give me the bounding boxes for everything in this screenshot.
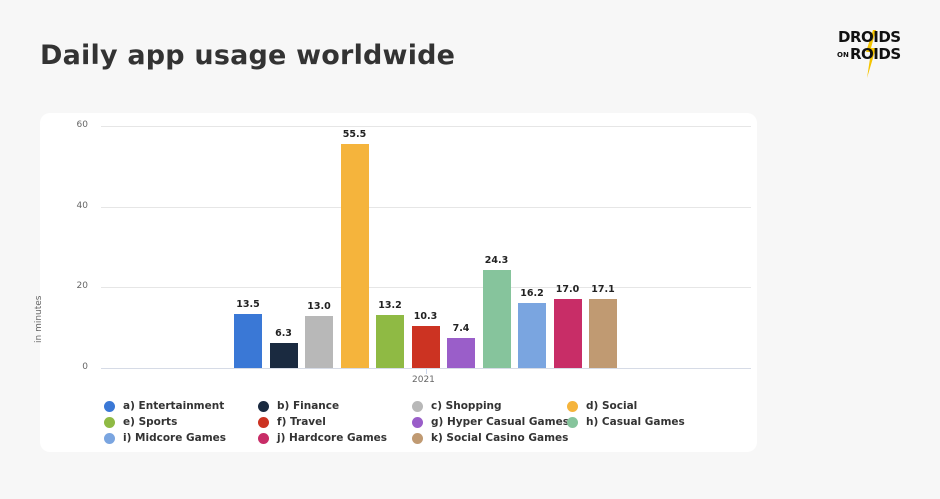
x-tick-mark	[426, 369, 427, 374]
bar[interactable]	[482, 269, 511, 368]
page-title: Daily app usage worldwide	[40, 40, 456, 71]
legend-label: d) Social	[586, 400, 638, 412]
x-tick-label: 2021	[412, 375, 435, 385]
y-tick-label: 60	[76, 120, 88, 130]
y-tick-label: 0	[82, 362, 88, 372]
legend-item[interactable]: d) Social	[567, 400, 637, 412]
bar[interactable]	[447, 338, 475, 368]
bar[interactable]	[340, 144, 369, 368]
bar[interactable]	[376, 314, 404, 368]
legend-label: i) Midcore Games	[123, 432, 227, 444]
gridline	[101, 126, 751, 127]
legend-dot-icon	[258, 400, 269, 412]
gridline	[101, 287, 751, 289]
bar[interactable]	[411, 326, 440, 368]
y-axis-label: in minutes	[34, 295, 44, 344]
legend-label: f) Travel	[277, 416, 326, 428]
legend-item[interactable]: b) Finance	[258, 400, 339, 412]
legend-label: k) Social Casino Games	[431, 432, 569, 444]
lightning-bolt-icon	[866, 30, 876, 78]
chart-card: in minutes 0 20 40 60 13.5 6.3 13.0 55.5 13.2 10.…	[34, 113, 757, 452]
bar[interactable]	[269, 342, 298, 368]
bar[interactable]	[234, 313, 262, 368]
legend-dot-icon	[567, 416, 578, 428]
legend-label: e) Sports	[123, 416, 178, 428]
legend-dot-icon	[104, 416, 115, 428]
bar[interactable]	[305, 315, 333, 368]
legend-dot-icon	[104, 432, 115, 444]
droids-on-roids-logo: DROIDS ON ROIDS	[836, 28, 906, 78]
legend-dot-icon	[258, 416, 269, 428]
bar-data-label: 7.4	[452, 323, 470, 335]
legend-label: g) Hyper Casual Games	[431, 416, 569, 428]
legend-dot-icon	[412, 400, 423, 412]
legend-item[interactable]: j) Hardcore Games	[258, 432, 387, 444]
bar-data-label: 13.2	[378, 299, 402, 311]
bar-data-label: 16.2	[520, 287, 544, 299]
bar-data-label: 17.1	[591, 284, 615, 296]
legend-item[interactable]: f) Travel	[258, 416, 326, 428]
legend-label: j) Hardcore Games	[277, 432, 388, 444]
bar[interactable]	[553, 299, 582, 368]
legend-label: c) Shopping	[431, 400, 502, 412]
legend-item[interactable]: a) Entertainment	[104, 400, 224, 412]
logo-on: ON	[837, 51, 849, 59]
legend-item[interactable]: i) Midcore Games	[104, 432, 226, 444]
gridline	[101, 368, 751, 369]
legend-item[interactable]: e) Sports	[104, 416, 177, 428]
y-tick-label: 20	[76, 281, 88, 292]
bar[interactable]	[518, 302, 546, 368]
legend-dot-icon	[567, 400, 578, 412]
bar-data-label: 6.3	[275, 327, 292, 339]
bar[interactable]	[589, 299, 617, 368]
legend-dot-icon	[412, 416, 423, 428]
legend-item[interactable]: h) Casual Games	[567, 416, 685, 428]
legend-label: a) Entertainment	[123, 400, 225, 412]
gridline	[101, 206, 751, 208]
legend-dot-icon	[258, 432, 269, 444]
bar-data-label: 10.3	[413, 311, 438, 323]
bar-data-label: 24.3	[484, 254, 509, 266]
y-tick-label: 40	[76, 200, 88, 211]
bar-data-label: 55.5	[342, 129, 367, 141]
bar-data-label: 13.5	[236, 298, 260, 310]
legend-label: b) Finance	[277, 400, 340, 412]
legend-item[interactable]: g) Hyper Casual Games	[412, 416, 569, 428]
legend-item[interactable]: k) Social Casino Games	[412, 432, 568, 444]
logo-line1: DROIDS	[838, 28, 901, 46]
bar-data-label: 17.0	[555, 284, 580, 296]
legend-label: h) Casual Games	[586, 416, 685, 428]
bar-data-label: 13.0	[307, 300, 331, 312]
legend-dot-icon	[412, 432, 423, 444]
legend-dot-icon	[104, 400, 115, 412]
legend-item[interactable]: c) Shopping	[412, 400, 502, 412]
logo-line2: ROIDS	[850, 45, 901, 63]
